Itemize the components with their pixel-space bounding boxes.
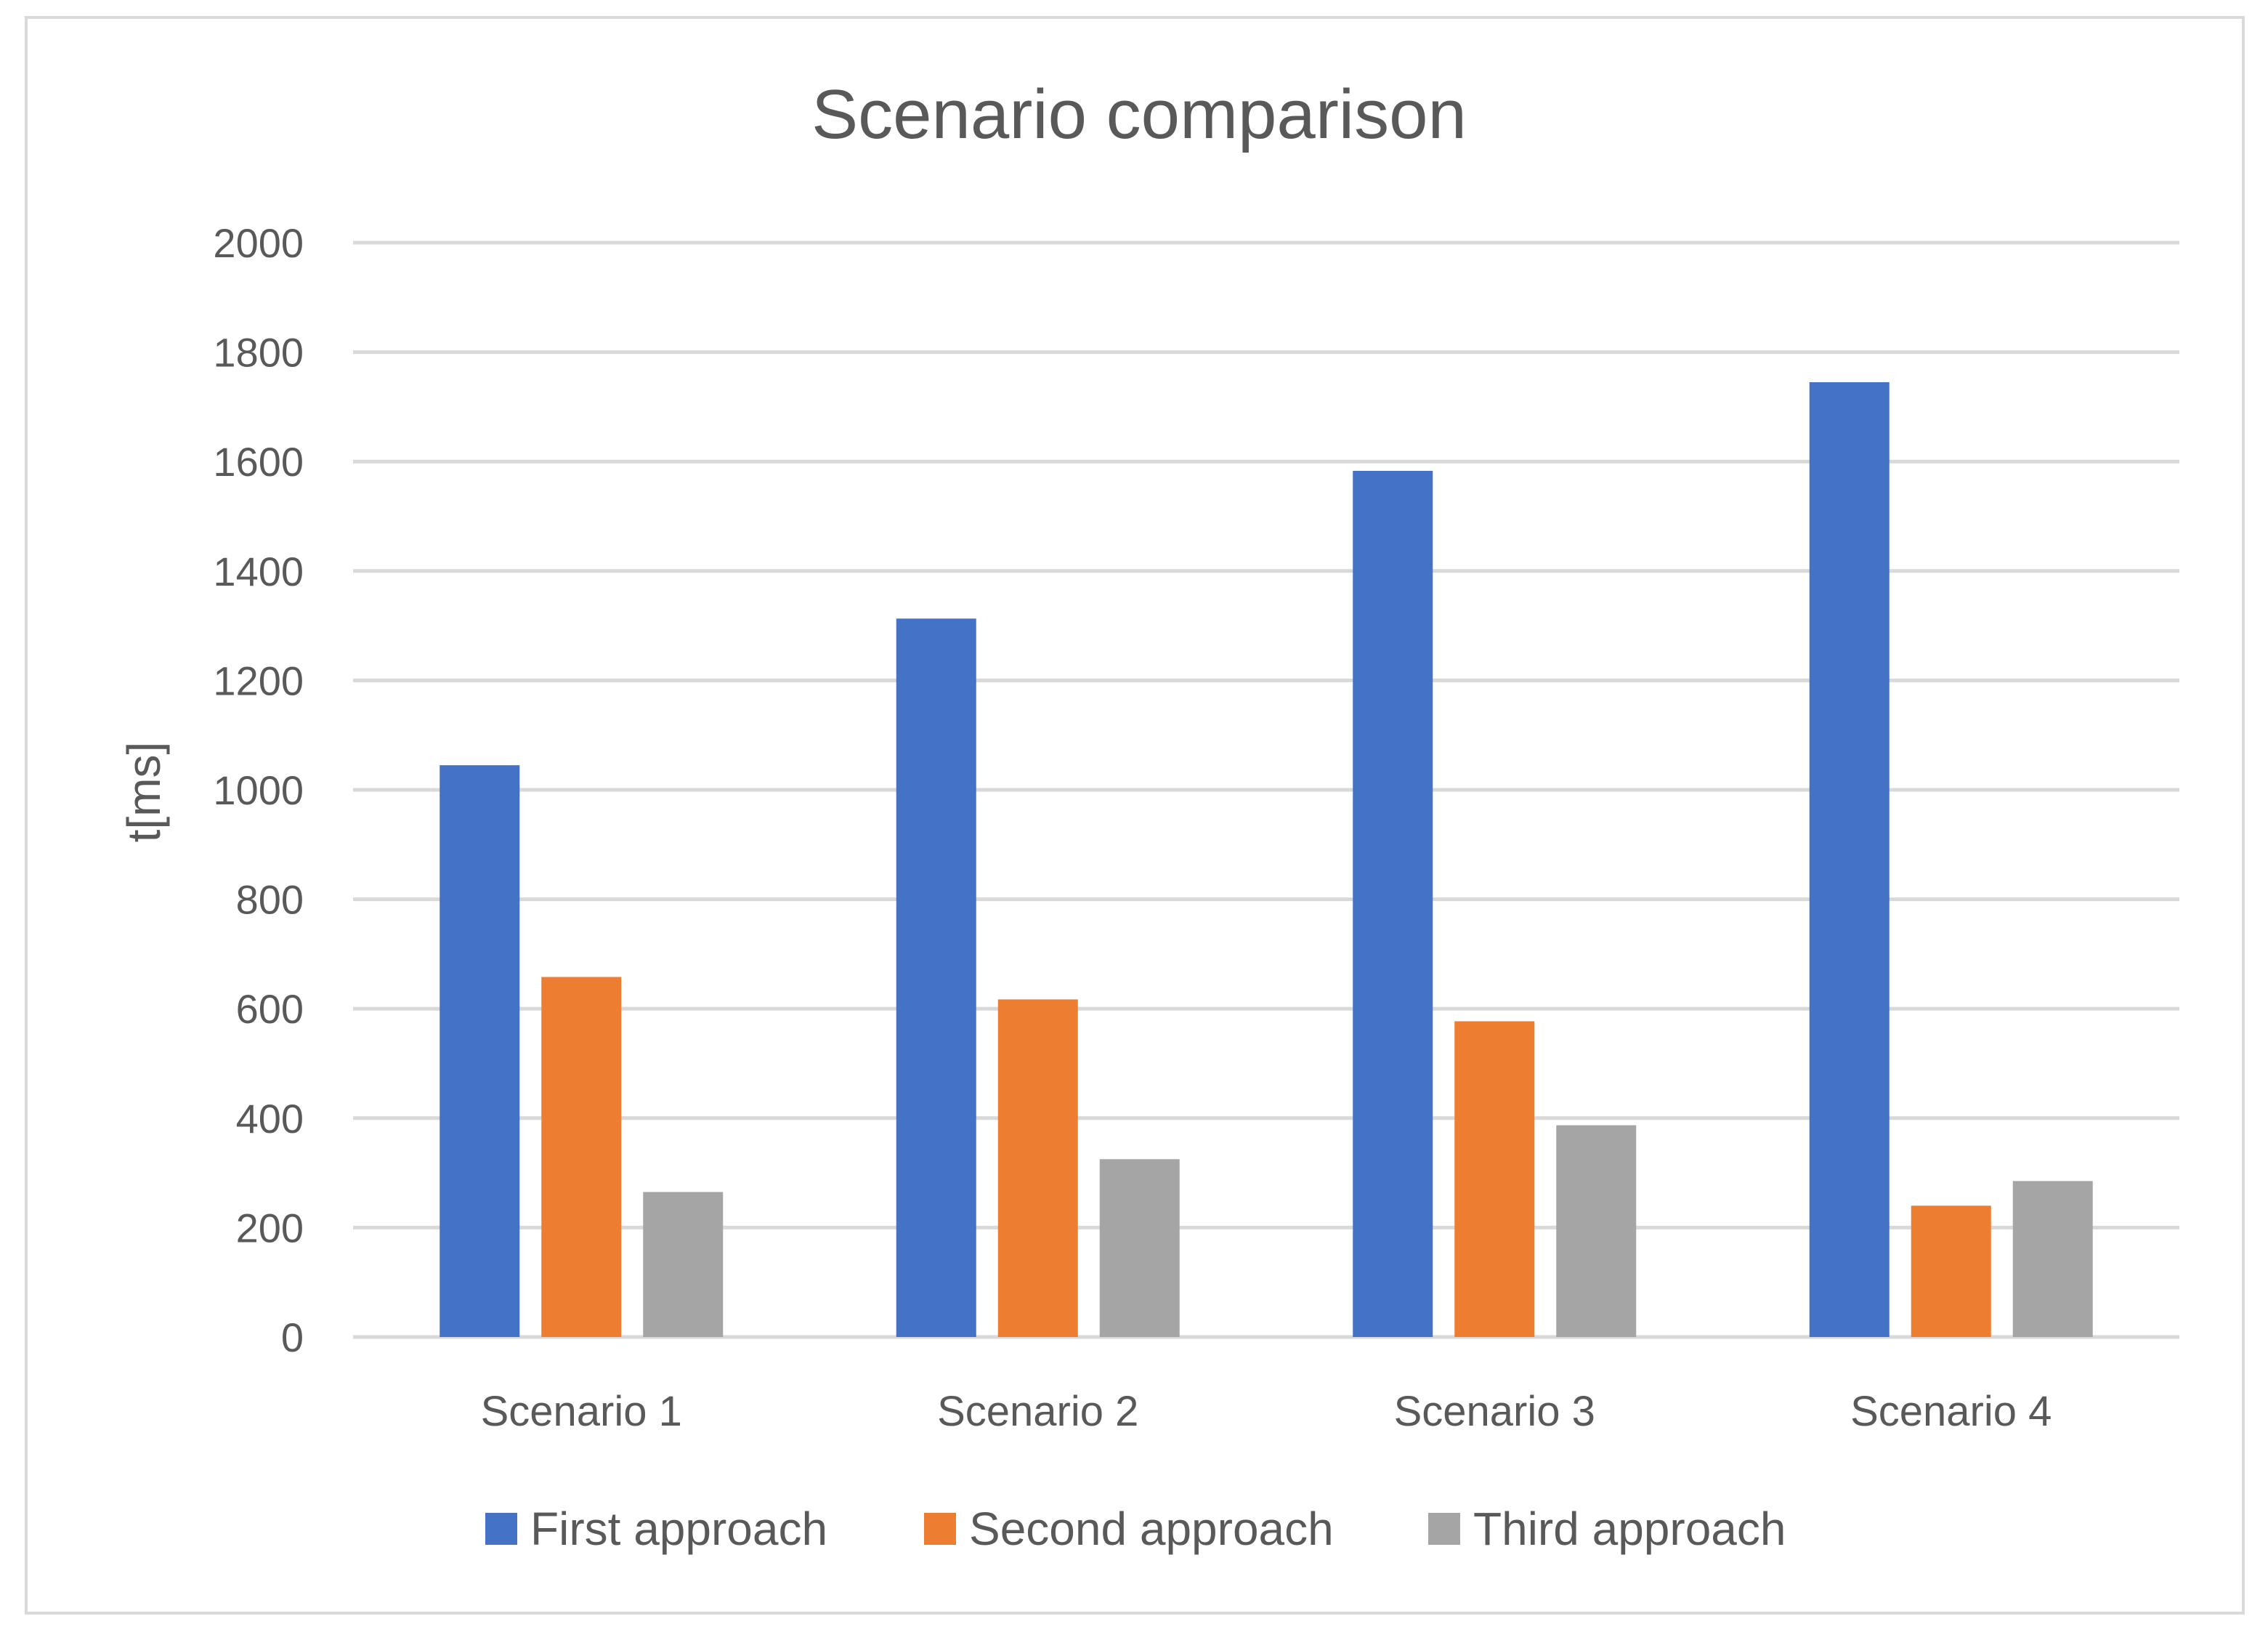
x-tick-label: Scenario 4 bbox=[1850, 1388, 2052, 1435]
x-tick-label: Scenario 3 bbox=[1394, 1388, 1595, 1435]
legend-item: Second approach bbox=[924, 1503, 1334, 1555]
y-tick-label: 1400 bbox=[213, 549, 304, 594]
x-tick-label: Scenario 2 bbox=[937, 1388, 1138, 1435]
bar-second-approach-1 bbox=[541, 977, 622, 1337]
legend-swatch bbox=[924, 1513, 956, 1545]
y-tick-label: 1800 bbox=[213, 330, 304, 376]
bar-second-approach-4 bbox=[1911, 1205, 1991, 1337]
legend-label: Second approach bbox=[969, 1503, 1334, 1555]
bar-third-approach-4 bbox=[2012, 1181, 2093, 1337]
legend-swatch bbox=[485, 1513, 517, 1545]
x-axis-ticks: Scenario 1 Scenario 2 Scenario 3 Scenario 4 bbox=[481, 1388, 2052, 1435]
y-axis-label: t[ms] bbox=[118, 742, 170, 843]
y-axis-ticks: 0 200 400 600 800 1000 1200 1400 1600 1800 2000 bbox=[213, 220, 304, 1360]
bar-third-approach-3 bbox=[1556, 1125, 1637, 1337]
y-tick-label: 1200 bbox=[213, 658, 304, 703]
bar-first-approach-2 bbox=[896, 618, 976, 1337]
legend-label: First approach bbox=[530, 1503, 827, 1555]
bar-second-approach-3 bbox=[1454, 1021, 1535, 1337]
legend: First approach Second approach Third appro… bbox=[485, 1503, 1786, 1555]
legend-item: First approach bbox=[485, 1503, 827, 1555]
bar-second-approach-2 bbox=[997, 999, 1078, 1337]
x-tick-label: Scenario 1 bbox=[481, 1388, 682, 1435]
legend-label: Third approach bbox=[1473, 1503, 1786, 1555]
gridlines bbox=[353, 241, 2179, 1339]
legend-swatch bbox=[1428, 1513, 1460, 1545]
y-tick-label: 200 bbox=[236, 1205, 304, 1251]
legend-item: Third approach bbox=[1428, 1503, 1786, 1555]
y-tick-label: 1600 bbox=[213, 439, 304, 485]
y-tick-label: 600 bbox=[236, 986, 304, 1032]
bar-first-approach-3 bbox=[1353, 471, 1433, 1337]
bars bbox=[440, 382, 2093, 1337]
chart-title: Scenario comparison bbox=[811, 76, 1467, 153]
y-tick-label: 800 bbox=[236, 877, 304, 923]
bar-third-approach-1 bbox=[643, 1192, 724, 1337]
bar-third-approach-2 bbox=[1099, 1159, 1180, 1337]
bar-first-approach-1 bbox=[440, 765, 520, 1337]
y-tick-label: 2000 bbox=[213, 220, 304, 266]
y-tick-label: 1000 bbox=[213, 767, 304, 813]
bar-first-approach-4 bbox=[1809, 382, 1890, 1337]
y-tick-label: 0 bbox=[281, 1314, 304, 1360]
y-tick-label: 400 bbox=[236, 1096, 304, 1142]
